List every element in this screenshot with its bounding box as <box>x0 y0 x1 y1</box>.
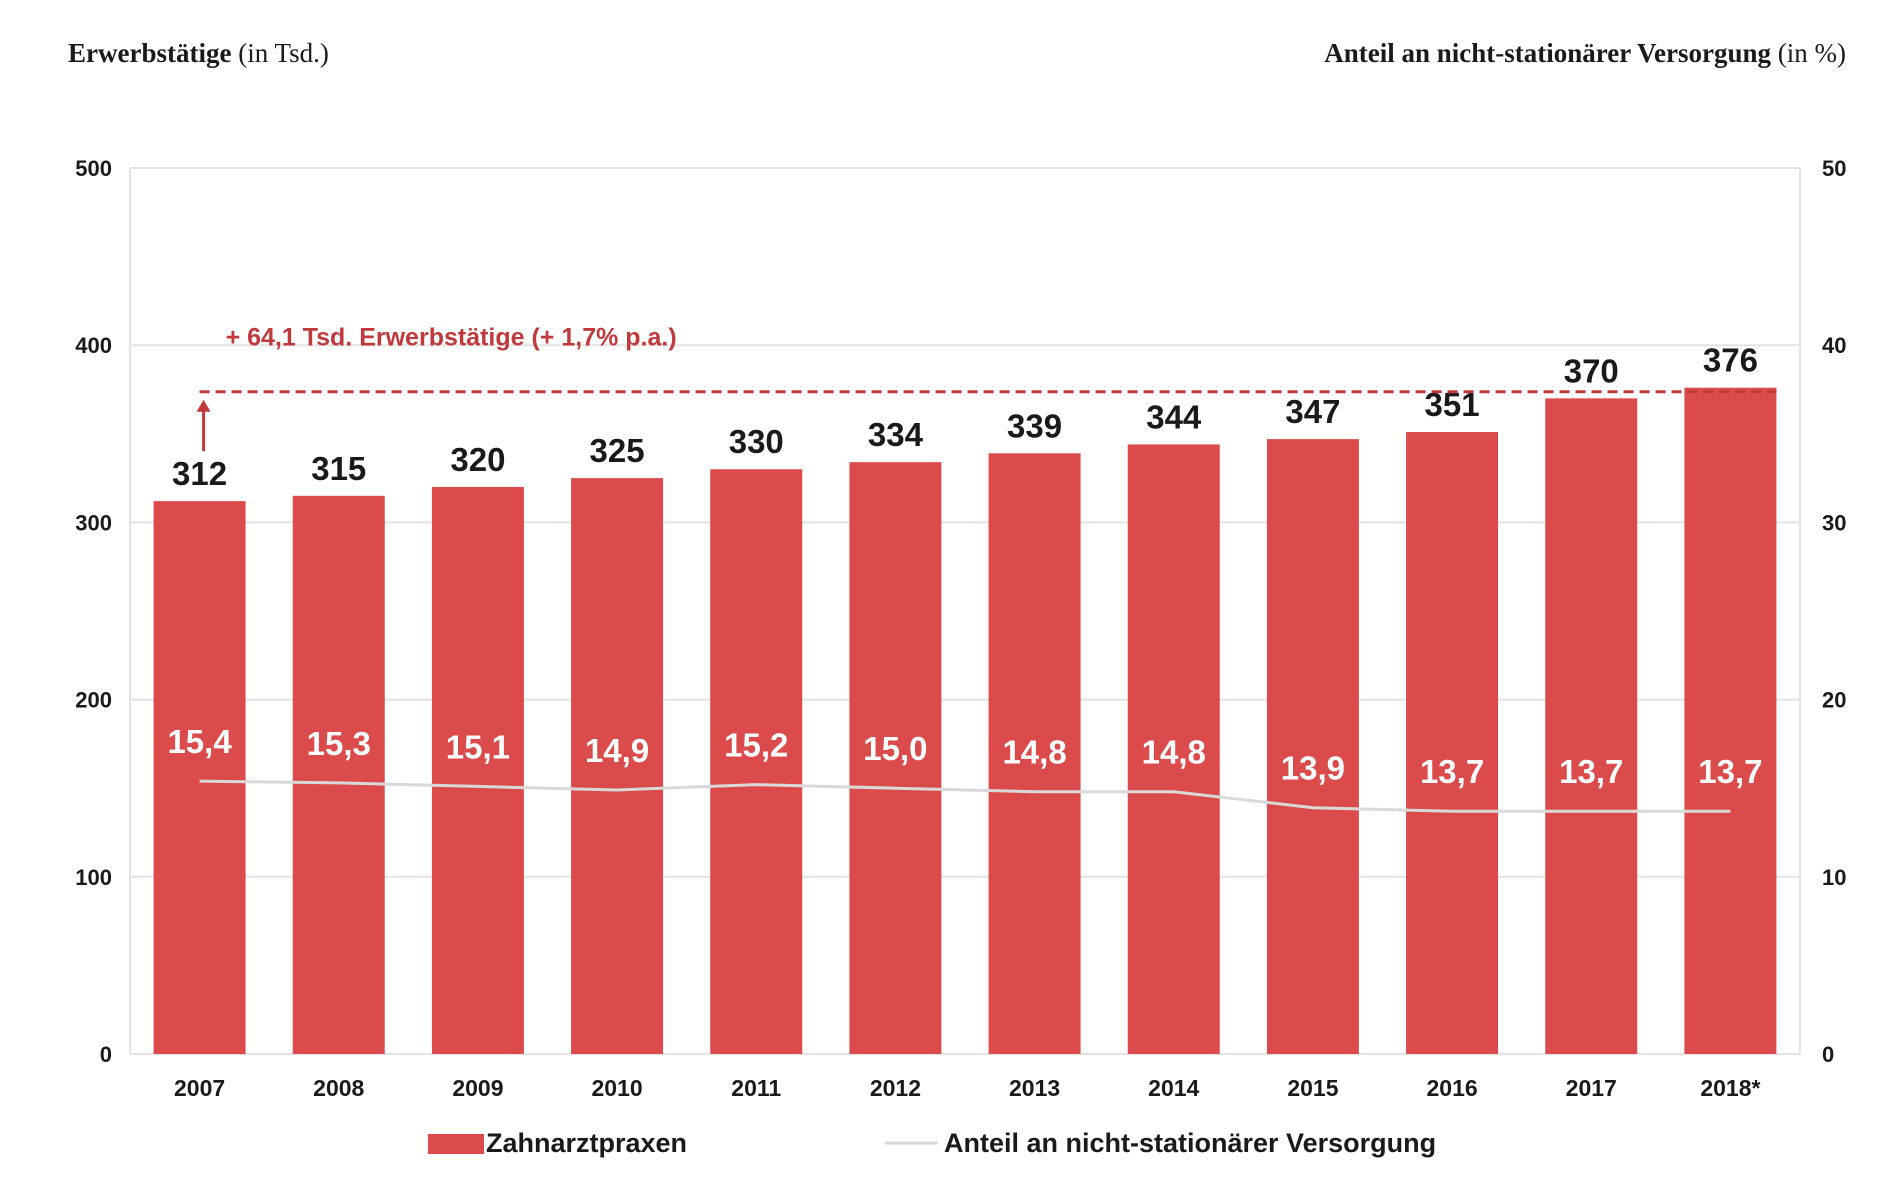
right-tick-label: 10 <box>1822 865 1846 890</box>
left-axis-title-bold: Erwerbstätige <box>68 38 231 68</box>
legend-label-bar: Zahnarztpraxen <box>486 1128 687 1158</box>
line-value-label: 15,0 <box>863 730 927 767</box>
x-tick-label: 2011 <box>731 1075 781 1101</box>
bar <box>988 453 1081 1054</box>
line-path <box>199 779 1731 813</box>
left-tick-label: 500 <box>75 156 112 181</box>
right-tick-label: 0 <box>1822 1042 1834 1067</box>
line-value-labels: 15,4 15,3 15,1 14,9 15,2 15,0 14,8 14,8 13,9 13,7… <box>167 723 1762 790</box>
x-tick-label: 2008 <box>313 1075 364 1101</box>
bar <box>1684 387 1777 1054</box>
x-tick-label: 2012 <box>870 1075 921 1101</box>
left-tick-label: 400 <box>75 333 112 358</box>
right-axis-title-unit: (in %) <box>1771 38 1846 68</box>
bar <box>292 495 385 1054</box>
line-value-label: 15,1 <box>446 728 510 765</box>
right-axis-ticks: 0 10 20 30 40 50 <box>1822 156 1846 1067</box>
reference-annotation: + 64,1 Tsd. Erwerbstätige (+ 1,7% p.a.) <box>196 324 1777 452</box>
arrow-head-icon <box>196 399 211 412</box>
x-tick-label: 2007 <box>174 1075 225 1101</box>
bar <box>431 486 524 1055</box>
grid-lines <box>129 167 1801 1055</box>
bar-value-label: 315 <box>311 450 366 487</box>
x-tick-label: 2014 <box>1148 1075 1199 1101</box>
line-series-anteil <box>199 779 1731 813</box>
bar <box>153 501 246 1054</box>
bar-value-label: 339 <box>1007 407 1062 444</box>
right-tick-label: 30 <box>1822 510 1846 535</box>
line-value-label: 14,8 <box>1142 734 1206 771</box>
left-tick-label: 100 <box>75 865 112 890</box>
left-axis-ticks: 0 100 200 300 400 500 <box>75 156 112 1067</box>
left-tick-label: 0 <box>100 1042 112 1067</box>
bar <box>1545 398 1638 1054</box>
line-value-label: 15,3 <box>307 725 371 762</box>
line-value-label: 15,2 <box>724 727 788 764</box>
x-tick-label: 2009 <box>452 1075 503 1101</box>
bar-value-label: 330 <box>729 423 784 460</box>
line-value-label: 14,8 <box>1002 734 1066 771</box>
right-axis-title: Anteil an nicht-stationärer Versorgung (… <box>1324 38 1846 68</box>
line-value-label: 13,7 <box>1559 753 1623 790</box>
legend: Zahnarztpraxen Anteil an nicht-stationär… <box>428 1128 1436 1158</box>
bar <box>1406 432 1499 1054</box>
bar <box>1266 439 1359 1055</box>
x-tick-label: 2010 <box>591 1075 642 1101</box>
bar-value-label: 320 <box>450 441 505 478</box>
left-axis-title: Erwerbstätige (in Tsd.) <box>68 38 329 68</box>
bar-value-label: 347 <box>1285 393 1340 430</box>
right-axis-title-bold: Anteil an nicht-stationärer Versorgung <box>1324 38 1771 68</box>
line-value-label: 13,7 <box>1698 753 1762 790</box>
growth-annotation: + 64,1 Tsd. Erwerbstätige (+ 1,7% p.a.) <box>226 324 677 352</box>
bar-series-zahnarztpraxen <box>153 387 1777 1055</box>
bar-value-label: 370 <box>1564 352 1619 389</box>
bar <box>571 478 664 1055</box>
x-axis-labels: 2007 2008 2009 2010 2011 2012 2013 2014 2015 2016… <box>174 1075 1761 1101</box>
bar-value-label: 344 <box>1146 398 1202 435</box>
left-tick-label: 200 <box>75 688 112 713</box>
legend-label-line: Anteil an nicht-stationärer Versorgung <box>944 1128 1436 1158</box>
line-value-label: 13,9 <box>1281 750 1345 787</box>
right-tick-label: 40 <box>1822 333 1846 358</box>
bar <box>710 469 803 1054</box>
right-tick-label: 20 <box>1822 688 1846 713</box>
line-value-label: 13,7 <box>1420 753 1484 790</box>
right-tick-label: 50 <box>1822 156 1846 181</box>
left-axis-title-unit: (in Tsd.) <box>231 38 328 68</box>
bar <box>1127 444 1220 1054</box>
line-value-label: 14,9 <box>585 732 649 769</box>
x-tick-label: 2017 <box>1566 1075 1617 1101</box>
x-tick-label: 2015 <box>1287 1075 1338 1101</box>
x-tick-label: 2013 <box>1009 1075 1060 1101</box>
line-value-label: 15,4 <box>167 723 232 760</box>
bar-value-label: 334 <box>868 416 924 453</box>
bar-value-label: 312 <box>172 455 227 492</box>
bar <box>849 462 942 1055</box>
x-tick-label: 2018* <box>1700 1075 1760 1101</box>
bar-value-label: 376 <box>1703 342 1758 379</box>
left-tick-label: 300 <box>75 510 112 535</box>
legend-swatch-bar <box>428 1134 484 1154</box>
bar-value-label: 325 <box>590 432 645 469</box>
x-tick-label: 2016 <box>1426 1075 1477 1101</box>
